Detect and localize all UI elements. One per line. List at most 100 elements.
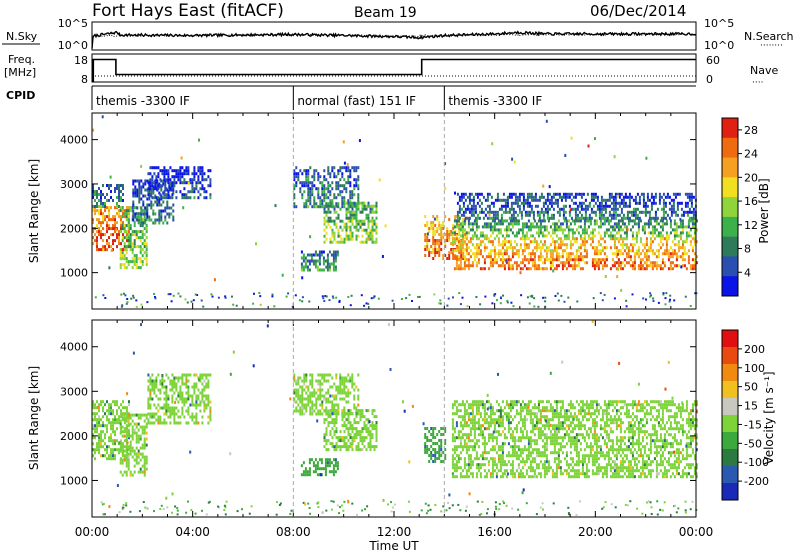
echo-cell xyxy=(489,255,492,259)
echo-cell xyxy=(611,252,614,256)
echo-cell xyxy=(139,236,142,240)
echo-cell xyxy=(299,187,302,191)
echo-cell xyxy=(302,461,305,465)
echo-cell xyxy=(127,422,130,426)
echo-cell xyxy=(689,234,692,238)
echo-cell xyxy=(693,258,696,262)
echo-cell xyxy=(116,409,118,413)
echo-cell xyxy=(307,172,310,176)
echo-cell xyxy=(104,202,106,205)
echo-cell xyxy=(478,210,481,214)
echo-cell xyxy=(617,240,620,244)
echo-cell xyxy=(316,259,319,263)
echo-cell xyxy=(480,210,483,214)
echo-cell xyxy=(657,255,660,259)
speckle-cell xyxy=(259,303,262,306)
echo-cell xyxy=(96,427,98,431)
echo-cell xyxy=(295,184,298,188)
echo-cell xyxy=(605,219,608,223)
speckle-cell xyxy=(301,300,304,303)
echo-cell xyxy=(627,246,630,250)
echo-cell xyxy=(318,467,321,471)
echo-cell xyxy=(94,239,96,243)
echo-cell xyxy=(330,262,333,266)
echo-cell xyxy=(537,243,540,247)
speckle-cell xyxy=(342,140,345,144)
echo-cell xyxy=(129,422,132,426)
echo-cell xyxy=(674,192,677,196)
echo-cell xyxy=(661,219,664,223)
echo-cell xyxy=(669,267,672,271)
echo-cell xyxy=(189,178,192,182)
echo-cell xyxy=(546,216,549,220)
echo-cell xyxy=(205,385,208,389)
echo-cell xyxy=(560,198,563,202)
echo-cell xyxy=(529,222,532,226)
echo-cell xyxy=(311,373,314,377)
echo-cell xyxy=(515,261,518,265)
echo-cell xyxy=(123,458,126,462)
echo-cell xyxy=(632,198,635,202)
echo-cell xyxy=(139,224,142,228)
echo-cell xyxy=(132,188,135,192)
echo-cell xyxy=(324,259,327,263)
echo-cell xyxy=(529,267,532,271)
echo-cell xyxy=(317,382,320,386)
echo-cell xyxy=(432,448,435,451)
echo-cell xyxy=(451,421,454,425)
echo-cell xyxy=(546,195,549,199)
echo-cell xyxy=(650,195,653,199)
echo-cell xyxy=(102,215,104,219)
echo-cell xyxy=(147,193,150,197)
echo-cell xyxy=(205,373,208,377)
echo-cell xyxy=(473,430,476,434)
echo-cell xyxy=(155,376,158,380)
echo-cell xyxy=(339,376,342,380)
echo-cell xyxy=(638,195,641,199)
echo-cell xyxy=(323,175,326,179)
colorbar-tick-label: 28 xyxy=(744,124,758,137)
echo-cell xyxy=(620,198,623,202)
echo-cell xyxy=(125,464,128,468)
echo-cell xyxy=(575,264,578,268)
echo-cell xyxy=(561,249,564,253)
echo-cell xyxy=(489,240,492,244)
echo-cell xyxy=(693,264,696,268)
echo-cell xyxy=(133,233,136,237)
echo-cell xyxy=(309,193,312,197)
echo-cell xyxy=(373,222,376,226)
echo-cell xyxy=(183,397,186,401)
echo-cell xyxy=(304,265,307,269)
echo-cell xyxy=(304,470,307,474)
echo-cell xyxy=(683,249,686,253)
echo-cell xyxy=(173,382,176,386)
echo-cell xyxy=(171,184,174,188)
echo-cell xyxy=(473,252,476,256)
echo-cell xyxy=(144,206,147,210)
echo-cell xyxy=(171,175,174,179)
echo-cell xyxy=(565,261,568,265)
echo-cell xyxy=(538,213,541,217)
echo-cell xyxy=(337,412,340,416)
echo-cell xyxy=(355,222,358,226)
echo-cell xyxy=(331,409,334,413)
echo-cell xyxy=(337,213,340,217)
echo-cell xyxy=(163,421,166,425)
echo-cell xyxy=(302,259,305,263)
echo-cell xyxy=(325,237,328,241)
echo-cell xyxy=(460,251,463,254)
echo-cell xyxy=(144,212,147,216)
speckle-cell xyxy=(298,299,301,302)
echo-cell xyxy=(633,264,636,268)
echo-cell xyxy=(116,221,118,225)
echo-cell xyxy=(329,201,332,205)
echo-cell xyxy=(535,246,538,250)
echo-cell xyxy=(475,406,478,410)
echo-cell xyxy=(104,205,106,208)
echo-cell xyxy=(181,175,184,179)
echo-cell xyxy=(509,264,512,268)
echo-cell xyxy=(683,252,686,256)
echo-cell xyxy=(349,172,352,176)
echo-cell xyxy=(120,184,122,187)
echo-cell xyxy=(673,231,676,235)
